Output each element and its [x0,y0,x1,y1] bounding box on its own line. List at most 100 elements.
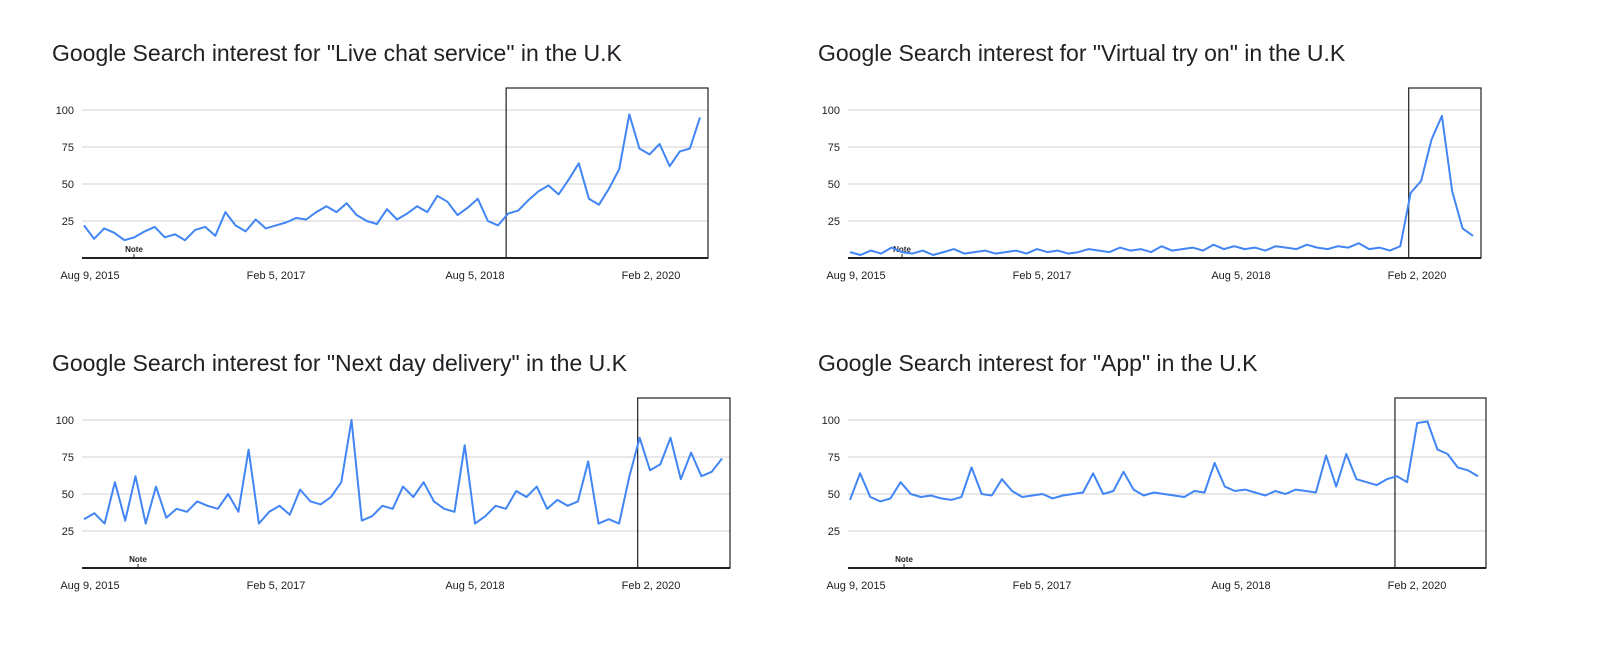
data-point [963,253,965,255]
chart-panel-next-day-delivery: Google Search interest for "Next day del… [52,350,792,650]
data-point [891,247,893,249]
data-point [994,253,996,255]
data-point [447,201,449,203]
data-point [265,227,267,229]
data-point [556,499,558,501]
y-tick-label: 25 [828,216,840,228]
data-point [1015,250,1017,252]
data-point [1062,494,1064,496]
y-tick-label: 75 [62,452,74,464]
data-point [608,518,610,520]
data-point [1129,250,1131,252]
chart-title: Google Search interest for "App" in the … [818,350,1258,376]
series-line [849,114,1474,256]
data-point [608,187,610,189]
data-point [227,493,229,495]
data-point [196,500,198,502]
chart-title: Google Search interest for "Live chat se… [52,40,622,66]
data-point [587,460,589,462]
data-point [325,205,327,207]
data-point [505,508,507,510]
data-point [289,514,291,516]
data-point [1057,250,1059,252]
data-point [1202,250,1204,252]
data-point [1223,248,1225,250]
data-point [299,489,301,491]
data-point [1224,486,1226,488]
data-point [217,508,219,510]
x-tick-label: Aug 5, 2018 [445,270,504,282]
data-point [406,213,408,215]
data-point [457,214,459,216]
data-point [1193,490,1195,492]
y-tick-label: 100 [56,415,74,427]
data-point [1264,494,1266,496]
data-point [113,232,115,234]
data-point [680,478,682,480]
data-point [184,239,186,241]
x-tick-label: Feb 5, 2017 [247,580,306,592]
series-line [849,420,1479,503]
data-point [1001,478,1003,480]
data-point [206,505,208,507]
data-point [165,517,167,519]
data-point [1337,245,1339,247]
x-tick-label: Aug 9, 2015 [826,580,885,592]
x-tick-label: Feb 5, 2017 [1013,270,1072,282]
data-point [1150,251,1152,253]
data-point [942,251,944,253]
data-point [1212,244,1214,246]
data-point [1416,422,1418,424]
data-point [1052,497,1054,499]
chart-title: Google Search interest for "Next day del… [52,350,627,376]
data-point [1092,472,1094,474]
data-point [699,116,701,118]
data-point [1295,489,1297,491]
data-point [234,224,236,226]
data-point [960,496,962,498]
data-point [1386,478,1388,480]
data-point [649,469,651,471]
data-point [1122,471,1124,473]
y-tick-label: 50 [62,489,74,501]
chart-app: 25 50 75 100 Aug 9, 2015 Feb 5, 2017 Aug 5, 20… [822,397,1487,592]
data-point [495,505,497,507]
data-point [1133,489,1135,491]
data-point [464,444,466,446]
highlight-box [1408,87,1482,259]
data-point [679,150,681,152]
data-point [527,199,529,201]
data-point [588,198,590,200]
data-point [1335,486,1337,488]
data-point [436,195,438,197]
data-point [305,219,307,221]
data-point [214,235,216,237]
chart-next-day-delivery: 25 50 75 100 Aug 9, 2015 Feb 5, 2017 Aug 5, 20… [56,397,731,592]
data-point [859,254,861,256]
data-point [423,481,425,483]
chart-virtual-try-on: 25 50 75 100 Aug 9, 2015 Feb 5, 2017 Aug 5, 20… [822,87,1482,282]
data-point [1472,235,1474,237]
data-point [1143,494,1145,496]
data-point [515,490,517,492]
data-point [134,475,136,477]
data-point [1140,248,1142,250]
data-point [186,511,188,513]
data-point [1477,475,1479,477]
data-point [93,512,95,514]
data-point [659,463,661,465]
data-point [133,236,135,238]
data-point [1396,475,1398,477]
data-point [124,520,126,522]
data-point [930,494,932,496]
data-point [103,227,105,229]
data-point [237,511,239,513]
x-tick-label: Feb 2, 2020 [622,270,681,282]
x-tick-label: Feb 2, 2020 [1388,580,1447,592]
data-point [953,248,955,250]
data-point [1376,484,1378,486]
data-point [1358,242,1360,244]
data-point [507,213,509,215]
data-point [1295,248,1297,250]
chart-panel-virtual-try-on: Google Search interest for "Virtual try … [818,40,1558,340]
